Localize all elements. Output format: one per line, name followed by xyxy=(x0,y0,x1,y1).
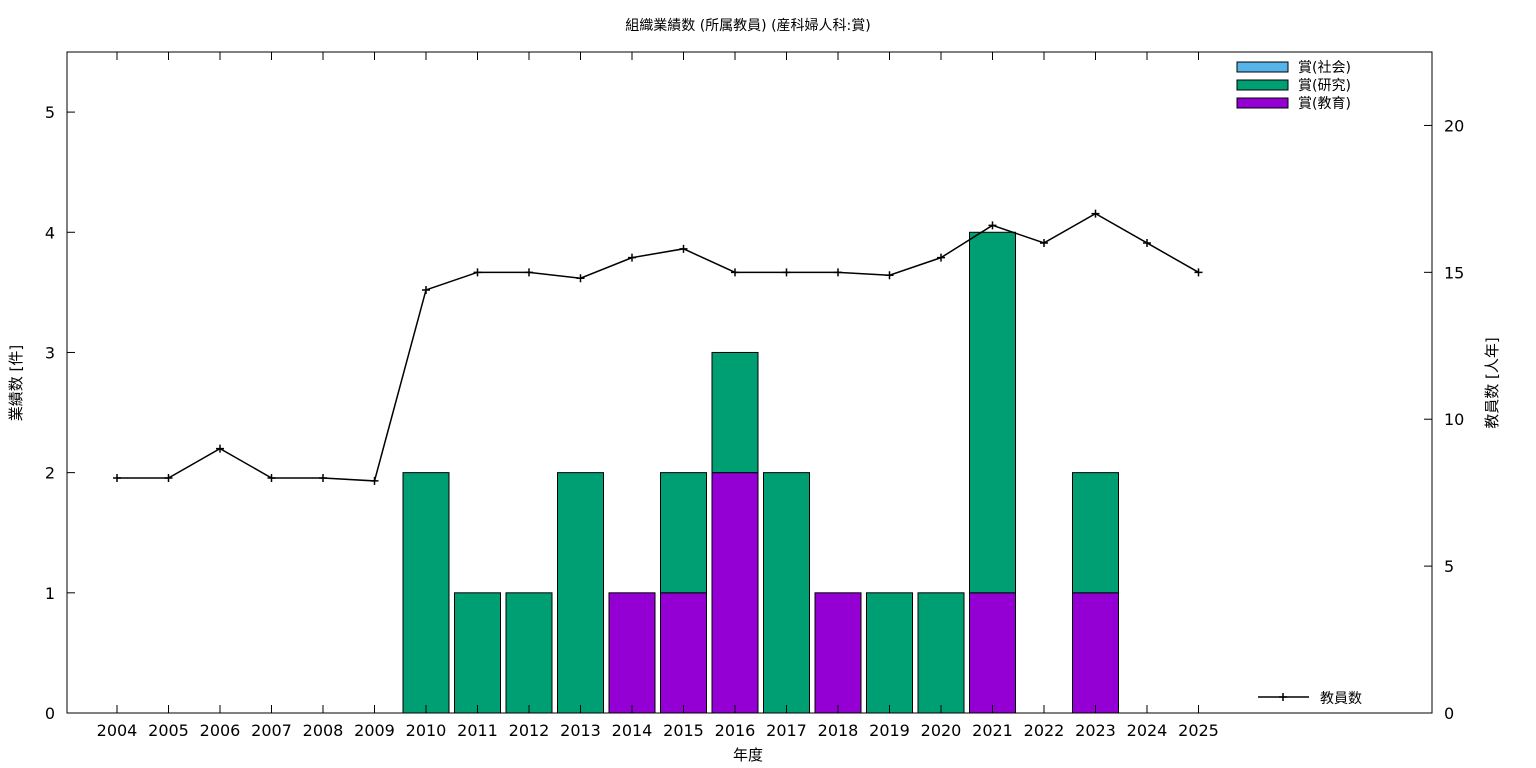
x-tick-label-2006: 2006 xyxy=(200,721,241,740)
bar-2016-series-0 xyxy=(711,472,759,714)
y2-tick-label-10: 10 xyxy=(1444,410,1464,429)
legend-label-1: 賞(研究) xyxy=(1298,78,1351,94)
line-point-2019 xyxy=(885,271,894,280)
line-point-2008 xyxy=(319,473,327,482)
bar-2020-series-1 xyxy=(917,592,965,714)
bar-2014-series-0 xyxy=(608,592,656,714)
line-point-2006 xyxy=(216,444,224,453)
y2-tick-label-20: 20 xyxy=(1444,116,1464,135)
bar-2010-series-1 xyxy=(402,472,450,714)
line-layer xyxy=(113,209,1203,485)
x-tick-label-2025: 2025 xyxy=(1178,721,1219,740)
y-tick-label-4: 4 xyxy=(45,223,55,242)
line-point-2005 xyxy=(164,473,173,482)
bar-2017-series-1 xyxy=(763,472,810,714)
bar-2021-series-1 xyxy=(969,231,1016,594)
x-tick-label-2010: 2010 xyxy=(406,721,447,740)
x-tick-label-2009: 2009 xyxy=(354,721,395,740)
bar-2023-series-0 xyxy=(1072,592,1119,714)
y-tick-label-1: 1 xyxy=(45,584,55,603)
bar-2018-series-0 xyxy=(814,592,862,714)
line-series-staff xyxy=(117,212,1199,482)
y-tick-label-3: 3 xyxy=(45,343,55,362)
line-point-2015 xyxy=(679,244,688,253)
legend-line-marker xyxy=(1279,693,1287,701)
x-tick-label-2020: 2020 xyxy=(921,721,962,740)
x-tick-label-2004: 2004 xyxy=(97,721,138,740)
x-tick-label-2016: 2016 xyxy=(715,721,756,740)
x-tick-label-2022: 2022 xyxy=(1024,721,1065,740)
bar-2011-series-1 xyxy=(454,592,501,714)
line-point-2021 xyxy=(988,221,997,230)
bar-2021-series-0 xyxy=(969,592,1016,714)
line-point-2014 xyxy=(628,253,636,262)
y-tick-label-2: 2 xyxy=(45,464,55,483)
line-point-2004 xyxy=(113,473,121,482)
line-point-2024 xyxy=(1143,238,1151,247)
plot-frame xyxy=(66,51,1433,714)
line-point-2017 xyxy=(782,268,791,277)
x-tick-label-2021: 2021 xyxy=(972,721,1013,740)
x-axis-title: 年度 xyxy=(733,746,763,764)
line-point-2020 xyxy=(937,253,945,262)
bar-2023-series-1 xyxy=(1072,472,1119,594)
y2-tick-label-15: 15 xyxy=(1444,263,1464,282)
bar-2012-series-1 xyxy=(505,592,553,714)
legend-swatch-1 xyxy=(1236,79,1289,91)
legend-label-0: 賞(教育) xyxy=(1298,96,1351,112)
bar-2013-series-1 xyxy=(557,472,604,714)
line-point-2007 xyxy=(267,473,276,482)
legend-label-2: 賞(社会) xyxy=(1298,60,1351,76)
bar-2015-series-0 xyxy=(660,592,707,714)
x-tick-label-2012: 2012 xyxy=(509,721,550,740)
chart-title: 組織業績数 (所属教員) (産科婦人科:賞) xyxy=(625,17,870,34)
line-point-2013 xyxy=(576,274,585,283)
x-tick-label-2013: 2013 xyxy=(560,721,601,740)
x-tick-label-2014: 2014 xyxy=(612,721,653,740)
x-tick-label-2019: 2019 xyxy=(869,721,910,740)
x-tick-label-2011: 2011 xyxy=(457,721,498,740)
bar-2019-series-1 xyxy=(866,592,913,714)
x-tick-label-2015: 2015 xyxy=(663,721,704,740)
line-point-2023 xyxy=(1091,209,1100,218)
bar-2016-series-1 xyxy=(711,351,759,474)
x-tick-label-2008: 2008 xyxy=(303,721,344,740)
line-point-2016 xyxy=(731,268,739,277)
legend-label-staff: 教員数 xyxy=(1320,691,1362,707)
line-point-2022 xyxy=(1040,238,1048,247)
y2-tick-label-5: 5 xyxy=(1444,557,1454,576)
x-tick-label-2024: 2024 xyxy=(1127,721,1168,740)
y2-tick-label-0: 0 xyxy=(1444,704,1454,723)
legend: 賞(社会) 賞(研究) 賞(教育) 教員数 xyxy=(1236,60,1362,707)
x-tick-label-2023: 2023 xyxy=(1075,721,1116,740)
line-point-2009 xyxy=(370,476,379,485)
line-point-2012 xyxy=(525,268,533,277)
tick-layer: 0 1 2 3 4 5 0 5 10 15 20 2004 2005 2006 2007 2008 2009 20… xyxy=(45,52,1464,740)
x-tick-label-2007: 2007 xyxy=(251,721,292,740)
y2-axis-title: 教員数 [人年] xyxy=(1483,337,1501,428)
line-point-2025 xyxy=(1194,268,1203,277)
y-axis-title: 業績数 [件] xyxy=(7,345,25,421)
line-point-2010 xyxy=(422,285,430,294)
bar-2015-series-1 xyxy=(660,472,707,594)
legend-swatch-2 xyxy=(1236,61,1289,73)
x-tick-label-2017: 2017 xyxy=(766,721,807,740)
x-tick-label-2005: 2005 xyxy=(148,721,189,740)
line-point-2011 xyxy=(473,268,482,277)
line-point-2018 xyxy=(834,268,842,277)
y-tick-label-0: 0 xyxy=(45,704,55,723)
legend-swatch-0 xyxy=(1236,97,1289,109)
bar-layer xyxy=(402,231,1119,714)
x-tick-label-2018: 2018 xyxy=(818,721,859,740)
y-tick-label-5: 5 xyxy=(45,103,55,122)
